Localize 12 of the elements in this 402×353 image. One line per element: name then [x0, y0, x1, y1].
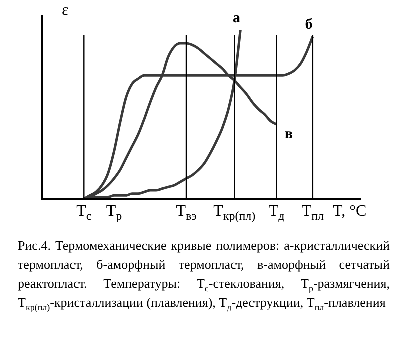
x-tick-label: T$_{д}$ [268, 203, 285, 224]
series-label: б [305, 17, 313, 34]
y-axis-title: ε [62, 2, 69, 20]
x-tick-label: T$_{кр(пл)}$ [214, 203, 256, 224]
x-tick-label: T$_{вэ}$ [176, 203, 197, 224]
x-axis-title: T, °C [333, 203, 367, 221]
series-label: в [284, 126, 293, 143]
series-label: а [232, 10, 241, 26]
x-tick-label: T$_{р}$ [106, 203, 122, 224]
x-tick-label: T$_{пл}$ [302, 203, 324, 224]
text: Рис.4. Термомеханические кривые полимеров: а-кристаллический термопласт, б-аморфный термопласт, в-аморфный сетчатый реактопласт. Температуры: T$_{с}$-стеклования, T$_{р}$-размягчения, T$_{кр(пл)}$-кристаллизации (плавления), T$_{д}$-деструкции, T$_{пл}$-плавления [18, 238, 390, 313]
x-tick-label: T$_{с}$ [76, 203, 92, 224]
